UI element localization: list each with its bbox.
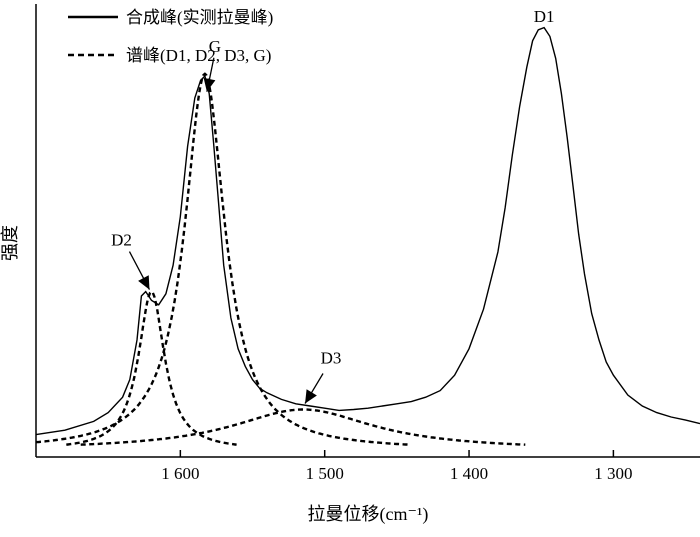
- peak-label-g: G: [209, 37, 221, 56]
- measured-spectrum-line: [35, 26, 700, 436]
- arrow-head-d2: [138, 275, 150, 290]
- legend: 合成峰(实测拉曼峰) 谱峰(D1, D2, D3, G): [68, 8, 273, 65]
- arrow-head-g: [203, 77, 216, 92]
- peak-label-d3: D3: [321, 349, 342, 368]
- y-axis-title: 强度: [0, 225, 20, 261]
- x-tick-label: 1 300: [594, 464, 632, 483]
- legend-label-fitted: 谱峰(D1, D2, D3, G): [126, 46, 271, 65]
- x-tick-label: 1 600: [161, 464, 199, 483]
- fitted-peak-g: [35, 72, 410, 446]
- fitted-peak-d3: [80, 408, 526, 446]
- legend-label-measured: 合成峰(实测拉曼峰): [126, 8, 273, 27]
- x-axis-title: 拉曼位移(cm⁻¹): [308, 504, 429, 525]
- x-ticks: 1 600 1 500 1 400 1 300: [161, 450, 633, 483]
- fitted-peak-d2: [66, 289, 237, 446]
- peak-labels: D1 G D2 D3: [111, 7, 554, 404]
- peak-label-d2: D2: [111, 231, 132, 250]
- curves: [35, 26, 700, 446]
- axes: 强度 拉曼位移(cm⁻¹): [0, 4, 700, 525]
- x-tick-label: 1 500: [306, 464, 344, 483]
- x-tick-label: 1 400: [450, 464, 488, 483]
- peak-label-d1: D1: [534, 7, 555, 26]
- arrow-head-d3: [305, 389, 317, 404]
